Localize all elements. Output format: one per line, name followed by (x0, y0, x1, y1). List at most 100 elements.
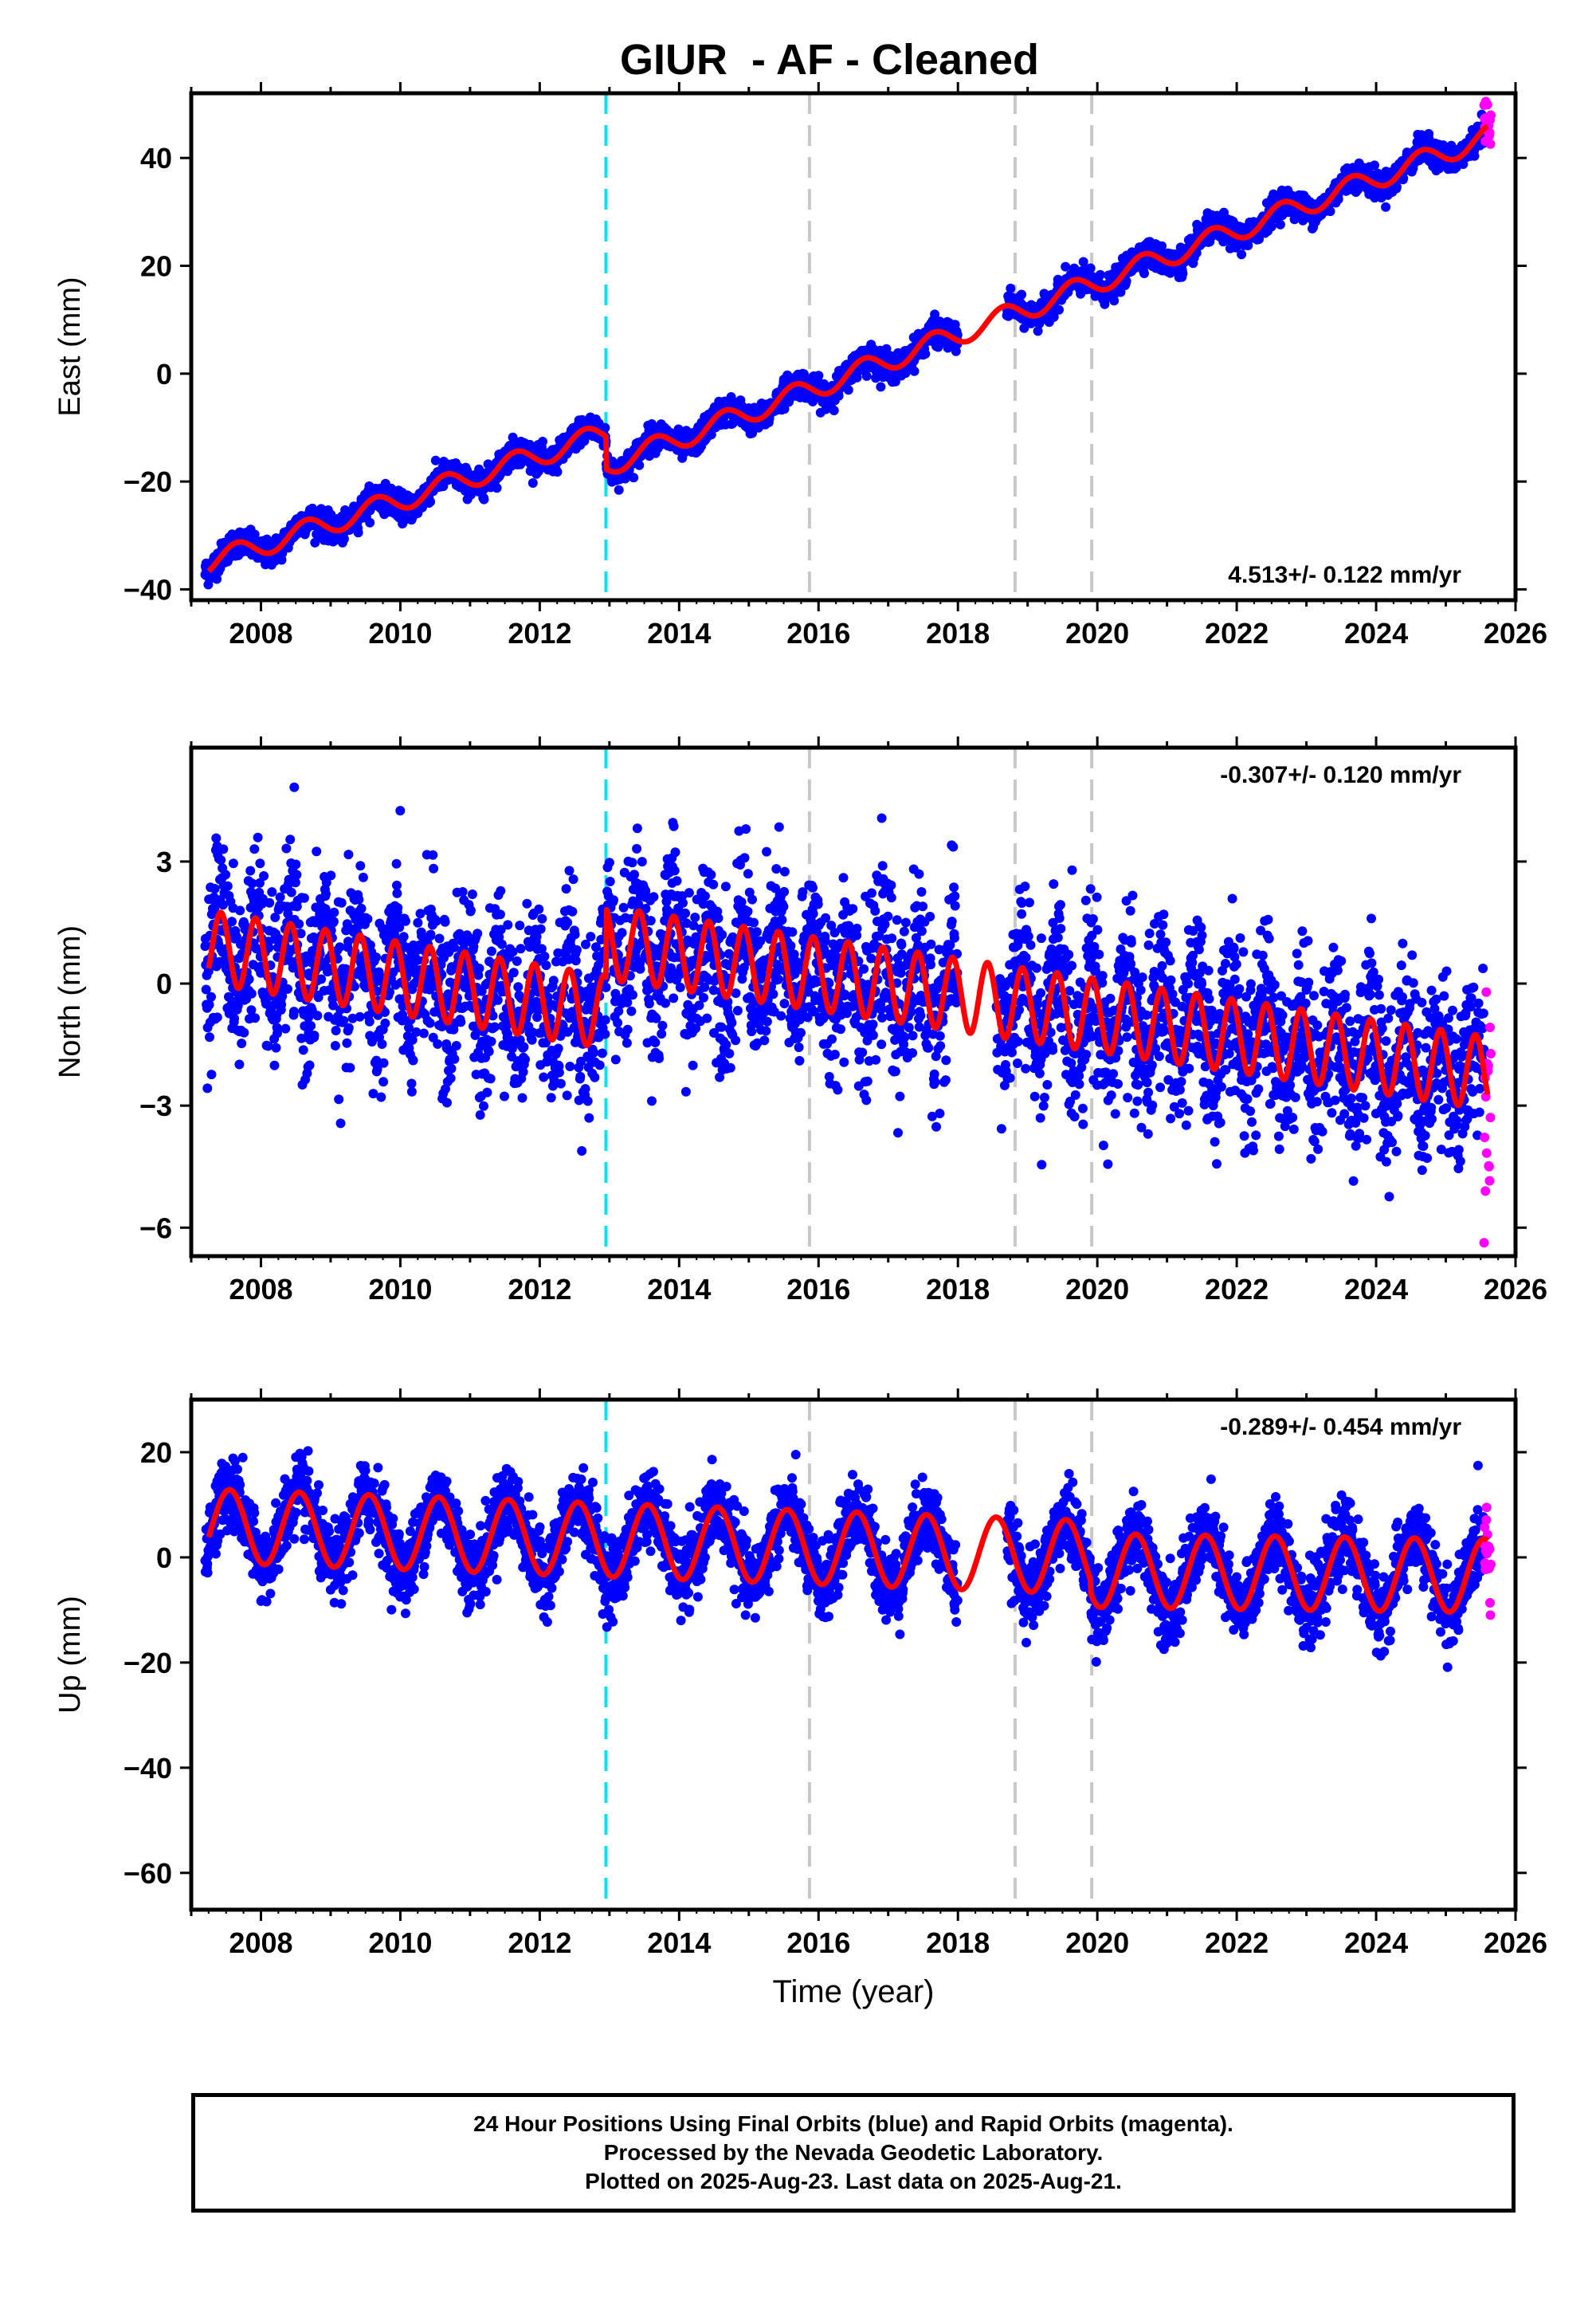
data-point (342, 1038, 352, 1048)
data-point (355, 861, 366, 871)
data-point (474, 964, 484, 973)
data-point (600, 422, 610, 433)
data-point (328, 917, 339, 927)
data-point (876, 382, 886, 392)
data-point (281, 843, 292, 854)
series-final-orbits (200, 109, 1489, 590)
data-point (378, 1058, 389, 1068)
data-point (245, 866, 256, 876)
data-point (289, 782, 300, 792)
data-point (1139, 269, 1149, 278)
data-point (814, 371, 824, 381)
data-point (269, 1060, 280, 1070)
x-tick-label: 2008 (229, 617, 292, 650)
data-point (283, 984, 292, 994)
plot-area (200, 748, 1496, 1256)
data-point (1095, 269, 1105, 280)
data-point (335, 1118, 346, 1129)
data-point (249, 529, 260, 540)
data-point (286, 887, 296, 897)
panel-2: 2008 2010 2012 2014 2016 2018 2020 2022 2024 2026… (53, 736, 1547, 1306)
data-point (833, 391, 844, 401)
data-point (216, 855, 226, 865)
data-point (634, 460, 645, 470)
data-point (473, 929, 483, 939)
data-point (393, 903, 403, 913)
data-point (1237, 249, 1247, 260)
data-point (1469, 151, 1480, 161)
data-point (288, 1007, 299, 1017)
data-point (457, 887, 468, 897)
data-point (228, 858, 238, 869)
data-point (467, 889, 477, 899)
data-point (434, 933, 445, 944)
data-point (1054, 304, 1064, 315)
data-point (306, 1021, 316, 1031)
data-point (380, 1018, 390, 1028)
x-tick-label: 2010 (368, 617, 432, 650)
data-point (1061, 261, 1071, 272)
y-tick-label: 0 (156, 358, 172, 391)
data-point (310, 537, 320, 548)
data-point (451, 1041, 461, 1050)
data-point (326, 870, 336, 881)
y-tick-label: 40 (140, 142, 172, 175)
data-point (267, 887, 277, 897)
data-point (336, 897, 347, 908)
data-point (406, 1078, 417, 1089)
data-point (304, 1060, 315, 1070)
data-point (1017, 289, 1027, 300)
data-point (227, 917, 237, 927)
data-point (353, 528, 363, 538)
data-point (316, 974, 327, 984)
data-point (275, 892, 285, 902)
data-point (343, 850, 354, 860)
y-axis-label: East (mm) (53, 277, 87, 416)
data-point (843, 385, 853, 395)
data-point (205, 1032, 214, 1043)
data-point (292, 870, 302, 880)
data-point (401, 916, 410, 926)
data-point (259, 871, 269, 881)
y-tick-label: −40 (124, 573, 172, 606)
data-point (356, 903, 367, 913)
data-point (1370, 160, 1379, 171)
data-point (371, 952, 381, 962)
x-tick-label: 2022 (1205, 617, 1269, 650)
data-point (449, 1054, 460, 1064)
data-point (365, 517, 375, 528)
data-point (1006, 283, 1016, 293)
data-point (425, 929, 436, 940)
data-point (479, 494, 489, 505)
data-point (235, 905, 245, 916)
data-point (1486, 110, 1496, 120)
plot-area (200, 93, 1496, 600)
data-point (433, 1039, 443, 1049)
x-tick-label: 2018 (926, 617, 990, 650)
x-tick-label: 2020 (1065, 617, 1129, 650)
data-point (398, 932, 409, 942)
data-point (234, 1059, 245, 1070)
data-point (614, 485, 624, 495)
data-point (355, 1011, 365, 1022)
data-point (1482, 100, 1492, 110)
data-point (456, 1017, 466, 1027)
data-point (329, 907, 339, 917)
data-point (465, 905, 476, 916)
data-point (852, 372, 862, 383)
data-point (779, 404, 790, 414)
data-point (206, 1070, 217, 1080)
data-point (212, 574, 222, 584)
data-point (871, 373, 881, 383)
data-point (343, 937, 353, 947)
data-point (629, 473, 639, 483)
data-point (445, 1073, 456, 1083)
data-point (229, 1013, 240, 1023)
data-point (1275, 219, 1285, 230)
data-point (330, 1041, 340, 1050)
data-point (298, 1045, 308, 1055)
data-point (909, 366, 920, 376)
data-point (345, 1062, 355, 1073)
x-tick-label: 2016 (786, 617, 850, 650)
